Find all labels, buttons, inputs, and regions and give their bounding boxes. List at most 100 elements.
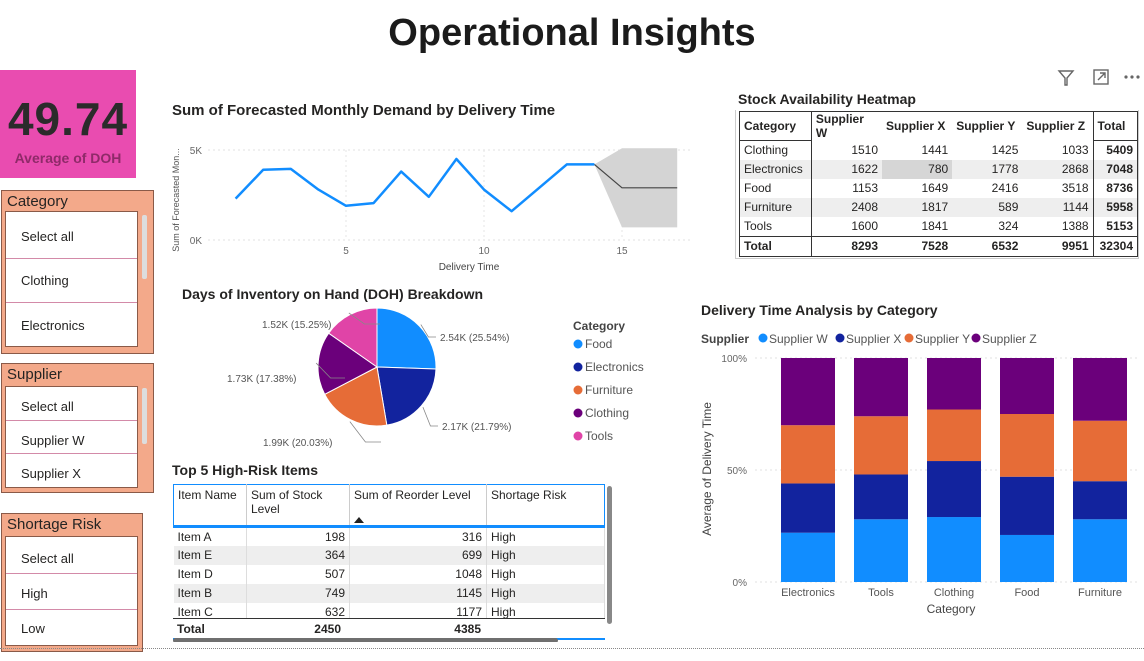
bar-segment[interactable] (927, 358, 981, 410)
pie-slice-furniture[interactable] (324, 366, 388, 427)
column-header[interactable]: Supplier Z (1022, 111, 1094, 140)
heatmap-cell[interactable]: 1817 (882, 197, 953, 217)
slicer-item-electronics[interactable]: Electronics (21, 318, 85, 333)
legend-item-furniture[interactable]: Furniture (585, 383, 633, 397)
heatmap-cell[interactable]: 1600 (851, 219, 879, 233)
column-header[interactable]: Sum of Reorder Level (349, 484, 487, 527)
heatmap-cell[interactable]: 2408 (811, 197, 883, 217)
table-row[interactable]: Item C 632 1177 High (173, 602, 605, 622)
legend-item-supplier-w[interactable]: Supplier W (769, 332, 828, 346)
table-row[interactable]: Item D 507 1048 High (173, 564, 605, 584)
bar-segment[interactable] (1073, 358, 1127, 421)
slicer-scrollbar[interactable] (142, 215, 147, 279)
bar-segment[interactable] (1073, 481, 1127, 520)
heatmap-cell[interactable]: 3518 (1061, 181, 1089, 195)
heatmap-cell[interactable]: 1622 (811, 159, 883, 179)
bar-segment[interactable] (1000, 534, 1054, 582)
table-row[interactable]: Item A 198 316 High (173, 525, 605, 546)
bar-segment[interactable] (854, 474, 908, 520)
legend-item-supplier-y[interactable]: Supplier Y (915, 332, 970, 346)
column-header[interactable]: Supplier Y (952, 111, 1023, 140)
column-header[interactable]: Supplier W (811, 111, 883, 140)
bar-segment[interactable] (781, 532, 835, 582)
heatmap-cell[interactable]: 1153 (852, 181, 879, 195)
legend-item-electronics[interactable]: Electronics (585, 360, 644, 374)
heatmap-cell[interactable]: 780 (882, 159, 953, 179)
heatmap-cell[interactable]: 1144 (1022, 197, 1094, 217)
vertical-scrollbar[interactable] (607, 486, 612, 624)
column-header[interactable]: Total (1092, 111, 1139, 141)
demand-line[interactable] (234, 157, 595, 213)
slicer-item-select-all[interactable]: Select all (21, 551, 74, 566)
bar-segment[interactable] (1000, 476, 1054, 535)
shortage-risk-cell: High (486, 583, 605, 603)
row-header[interactable]: Electronics (739, 159, 812, 179)
bar-segment[interactable] (781, 358, 835, 426)
slicer-scrollbar[interactable] (142, 388, 147, 444)
heatmap-cell[interactable]: 1425 (991, 142, 1019, 157)
slicer-item-select-all[interactable]: Select all (21, 229, 74, 244)
heatmap-cell[interactable]: 589 (952, 197, 1023, 217)
column-header[interactable]: Shortage Risk (486, 484, 605, 527)
row-header[interactable]: Clothing (739, 140, 812, 160)
heatmap-cell[interactable]: 2868 (1022, 159, 1094, 179)
bar-segment[interactable] (1000, 358, 1054, 414)
total-label: Total (177, 622, 205, 636)
bar-segment[interactable] (781, 425, 835, 484)
legend-item-tools[interactable]: Tools (585, 429, 613, 443)
row-total[interactable]: 7048 (1092, 159, 1139, 179)
bar-segment[interactable] (854, 519, 908, 582)
bar-segment[interactable] (854, 358, 908, 417)
bar-segment[interactable] (781, 483, 835, 533)
more-options-icon[interactable] (1124, 75, 1140, 79)
pie-slice-tools[interactable] (327, 307, 378, 368)
table-row[interactable]: Item E 364 699 High (173, 545, 605, 565)
bar-segment[interactable] (927, 409, 981, 462)
heatmap-cell[interactable]: 1649 (921, 181, 949, 195)
row-total[interactable]: 5409 (1092, 140, 1139, 160)
slicer-item-low[interactable]: Low (21, 621, 45, 636)
table-row[interactable]: Item B 749 1145 High (173, 583, 605, 603)
pie-slice-food[interactable] (376, 307, 437, 370)
horizontal-scrollbar[interactable] (173, 638, 563, 642)
bar-segment[interactable] (1073, 519, 1127, 582)
legend-item-supplier-z[interactable]: Supplier Z (982, 332, 1037, 346)
focus-mode-icon[interactable] (1093, 69, 1109, 85)
shortage-risk-slicer: Shortage Risk Select all High Low (1, 513, 143, 652)
heatmap-cell[interactable]: 1388 (1061, 219, 1089, 233)
bar-segment[interactable] (854, 416, 908, 475)
slicer-item-clothing[interactable]: Clothing (21, 273, 69, 288)
heatmap-cell[interactable]: 324 (998, 219, 1019, 233)
pie-slice-clothing[interactable] (317, 332, 378, 395)
heatmap-cell[interactable]: 1778 (952, 159, 1023, 179)
horizontal-scrollbar-thumb[interactable] (173, 638, 558, 642)
heatmap-cell[interactable]: 1841 (921, 219, 949, 233)
column-header[interactable]: Category (739, 111, 812, 141)
row-header[interactable]: Tools (739, 216, 812, 236)
filter-icon[interactable] (1057, 70, 1075, 86)
pie-slice-electronics[interactable] (376, 366, 437, 426)
row-header[interactable]: Food (739, 178, 812, 198)
heatmap-cell[interactable]: 2416 (991, 181, 1019, 195)
slicer-item-supplier-x[interactable]: Supplier X (21, 466, 81, 481)
slicer-item-supplier-w[interactable]: Supplier W (21, 433, 85, 448)
row-total[interactable]: 5958 (1092, 197, 1139, 217)
row-total[interactable]: 5153 (1092, 216, 1139, 236)
bar-segment[interactable] (1000, 414, 1054, 477)
heatmap-cell[interactable]: 1441 (921, 142, 949, 157)
legend-item-clothing[interactable]: Clothing (585, 406, 629, 420)
heatmap-cell[interactable]: 1033 (1061, 142, 1089, 157)
row-header[interactable]: Furniture (739, 197, 812, 217)
column-header[interactable]: Sum of Stock Level (246, 484, 350, 527)
column-header[interactable]: Item Name (173, 484, 247, 527)
slicer-item-select-all[interactable]: Select all (21, 399, 74, 414)
bar-segment[interactable] (1073, 420, 1127, 482)
legend-item-supplier-x[interactable]: Supplier X (846, 332, 901, 346)
heatmap-cell[interactable]: 1510 (851, 142, 879, 157)
legend-item-food[interactable]: Food (585, 337, 612, 351)
column-header[interactable]: Supplier X (882, 111, 953, 140)
bar-segment[interactable] (927, 461, 981, 518)
row-total[interactable]: 8736 (1092, 178, 1139, 198)
bar-segment[interactable] (927, 517, 981, 582)
slicer-item-high[interactable]: High (21, 586, 48, 601)
